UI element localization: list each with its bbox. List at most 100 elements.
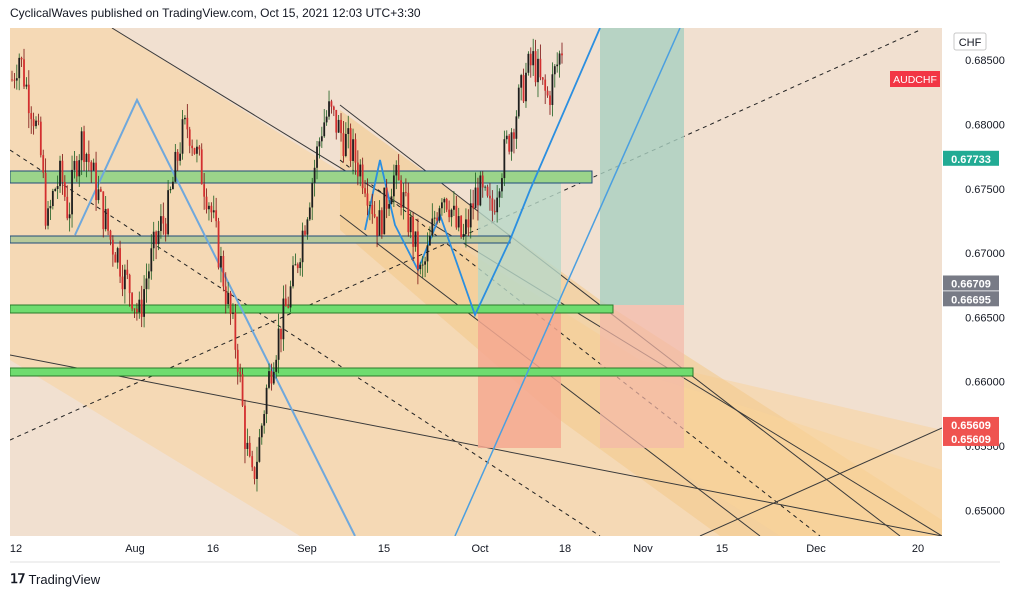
candle-body bbox=[111, 239, 114, 255]
price-tick-label: 0.67500 bbox=[965, 184, 1005, 196]
candle-body bbox=[244, 405, 246, 449]
candle-body bbox=[181, 119, 184, 154]
candle-body bbox=[465, 219, 467, 235]
candle-body bbox=[392, 175, 395, 197]
candle-body bbox=[378, 210, 381, 236]
candle-body bbox=[47, 208, 49, 226]
candle-body bbox=[169, 189, 172, 191]
candle-body bbox=[66, 196, 69, 219]
candle-body bbox=[114, 254, 117, 263]
candle-body bbox=[167, 190, 170, 235]
candle-body bbox=[83, 131, 85, 162]
candle-body bbox=[107, 209, 109, 231]
projection-line-long bbox=[454, 28, 681, 536]
candle-body bbox=[241, 374, 244, 406]
candle-body bbox=[20, 57, 23, 60]
candle-body bbox=[200, 149, 203, 185]
time-tick-label: Oct bbox=[471, 543, 488, 555]
candle-body bbox=[147, 271, 150, 279]
candle-body bbox=[340, 119, 342, 134]
candle-body bbox=[433, 217, 436, 219]
candle-body bbox=[467, 219, 470, 228]
candle-body bbox=[318, 141, 321, 147]
candle-body bbox=[349, 128, 352, 161]
candle-body bbox=[215, 210, 218, 222]
candle-body bbox=[313, 167, 316, 183]
candle-body bbox=[253, 467, 256, 479]
candle-body bbox=[270, 371, 273, 384]
candle-body bbox=[361, 164, 364, 189]
candle-body bbox=[97, 189, 100, 201]
candle-body bbox=[102, 191, 105, 230]
price-tick-label: 0.68500 bbox=[965, 55, 1005, 67]
candle-body bbox=[344, 134, 347, 157]
price-badge-label: 0.66709 bbox=[951, 278, 991, 290]
candle-body bbox=[176, 151, 179, 161]
candle-body bbox=[356, 162, 359, 177]
candle-body bbox=[364, 188, 366, 194]
candle-body bbox=[402, 192, 405, 208]
candle-body bbox=[457, 216, 460, 228]
candle-body bbox=[527, 53, 530, 73]
candle-body bbox=[35, 120, 37, 127]
candle-body bbox=[532, 51, 535, 66]
candle-body bbox=[294, 264, 297, 266]
candle-body bbox=[388, 204, 390, 209]
candle-body bbox=[99, 189, 102, 192]
candle-body bbox=[272, 371, 275, 384]
candle-body bbox=[397, 164, 400, 181]
candle-body bbox=[522, 75, 525, 102]
dashed-median-left bbox=[10, 149, 601, 536]
candle-body bbox=[441, 202, 443, 209]
long-position-stop[interactable] bbox=[478, 308, 561, 448]
support-zone-upper[interactable] bbox=[10, 235, 511, 244]
time-tick-label: Nov bbox=[633, 543, 653, 555]
candle-body bbox=[13, 79, 16, 81]
candle-body bbox=[436, 217, 439, 221]
candle-body bbox=[426, 245, 429, 262]
time-tick-label: Sep bbox=[297, 543, 317, 555]
candle-body bbox=[61, 160, 64, 182]
support-zone-lower[interactable] bbox=[10, 367, 694, 377]
candle-body bbox=[140, 299, 143, 317]
price-badge-bg bbox=[943, 416, 999, 432]
candle-body bbox=[320, 136, 323, 142]
candle-body bbox=[376, 216, 378, 236]
candle-body bbox=[448, 209, 451, 218]
candle-body bbox=[325, 116, 328, 123]
candle-body bbox=[503, 139, 506, 179]
candle-body bbox=[236, 349, 239, 372]
candle-body bbox=[37, 120, 40, 122]
candle-body bbox=[299, 262, 302, 269]
candle-body bbox=[186, 117, 189, 130]
candle-body bbox=[304, 230, 306, 235]
candle-body bbox=[513, 132, 515, 139]
publish-header: CyclicalWaves published on TradingView.c… bbox=[10, 6, 421, 20]
long-position-target-2[interactable] bbox=[600, 28, 684, 305]
candle-body bbox=[472, 203, 475, 209]
candle-body bbox=[469, 203, 472, 228]
candle-body bbox=[501, 178, 503, 192]
candle-body bbox=[553, 66, 556, 75]
candle-body bbox=[265, 387, 268, 415]
candle-body bbox=[85, 153, 88, 162]
footer: ⁠𝟣𝟩 TradingView bbox=[10, 571, 100, 587]
resistance-zone[interactable] bbox=[10, 170, 593, 184]
candle-body bbox=[49, 206, 52, 209]
candle-body bbox=[152, 231, 155, 249]
candle-body bbox=[11, 79, 13, 81]
candle-body bbox=[42, 155, 45, 173]
candle-body bbox=[505, 135, 508, 140]
candle-body bbox=[445, 198, 448, 210]
candle-body bbox=[316, 146, 318, 168]
time-axis bbox=[0, 536, 1009, 562]
candle-body bbox=[289, 286, 292, 308]
candle-body bbox=[44, 172, 47, 226]
candle-body bbox=[121, 276, 124, 290]
candle-body bbox=[203, 184, 206, 197]
candle-body bbox=[462, 234, 465, 237]
support-zone-middle[interactable] bbox=[10, 304, 614, 314]
candle-body bbox=[479, 175, 482, 206]
candle-body bbox=[138, 299, 141, 313]
